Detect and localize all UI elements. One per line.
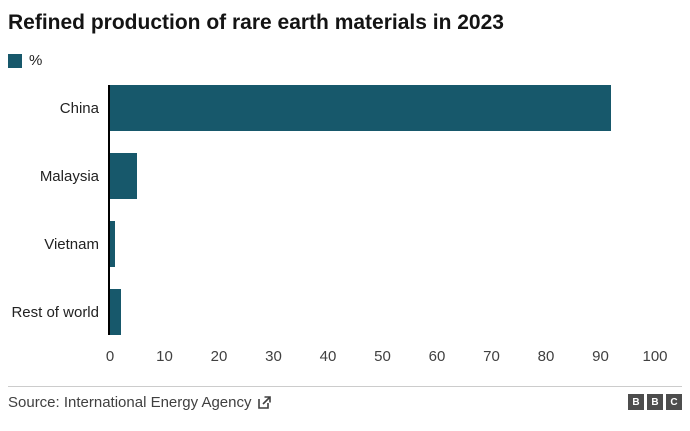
- x-tick-label: 60: [428, 348, 446, 365]
- legend-swatch-icon: [8, 53, 22, 68]
- x-tick-label: 10: [156, 348, 173, 365]
- chart-title: Refined production of rare earth materia…: [8, 11, 504, 34]
- bar-track: [110, 289, 655, 335]
- bar-row: Malaysia: [0, 142, 690, 210]
- category-label: Rest of world: [11, 303, 99, 321]
- category-label: Malaysia: [39, 167, 99, 185]
- bar-row: Rest of world: [0, 278, 690, 346]
- bar-track: [110, 85, 655, 131]
- footer-divider: [8, 386, 682, 387]
- external-link-icon: [257, 396, 271, 409]
- x-tick-label: 80: [537, 348, 555, 365]
- bar-track: [110, 221, 655, 267]
- y-axis-line: [108, 85, 110, 335]
- bar-track: [110, 153, 655, 199]
- bbc-logo-block: C: [666, 394, 682, 410]
- bar-plot: China Malaysia Vietnam Rest of world: [0, 74, 690, 346]
- bbc-logo-block: B: [628, 394, 644, 410]
- source-label: Source: International Energy Agency: [8, 394, 252, 411]
- bbc-logo: B B C: [628, 394, 682, 410]
- legend: %: [8, 52, 42, 69]
- bar-malaysia: [110, 153, 138, 199]
- bbc-logo-block: B: [647, 394, 663, 410]
- bar-vietnam: [110, 221, 116, 267]
- x-tick-label: 30: [265, 348, 282, 365]
- bar-row: Vietnam: [0, 210, 690, 278]
- bar-row: China: [0, 74, 690, 142]
- source-link[interactable]: Source: International Energy Agency: [8, 394, 271, 411]
- legend-label: %: [29, 52, 43, 69]
- x-tick-label: 70: [483, 348, 500, 365]
- bar-china: [110, 85, 612, 131]
- category-label: Vietnam: [44, 235, 99, 253]
- x-tick-label: 0: [105, 348, 115, 365]
- x-axis-ticks: 0 10 20 30 40 50 60 70 80 90 100: [106, 348, 668, 368]
- x-tick-label: 40: [319, 348, 337, 365]
- x-tick-label: 100: [642, 348, 668, 365]
- x-tick-label: 90: [592, 348, 609, 365]
- category-label: China: [59, 99, 99, 117]
- x-tick-label: 50: [374, 348, 391, 365]
- bar-rest-of-world: [110, 289, 121, 335]
- x-tick-label: 20: [210, 348, 228, 365]
